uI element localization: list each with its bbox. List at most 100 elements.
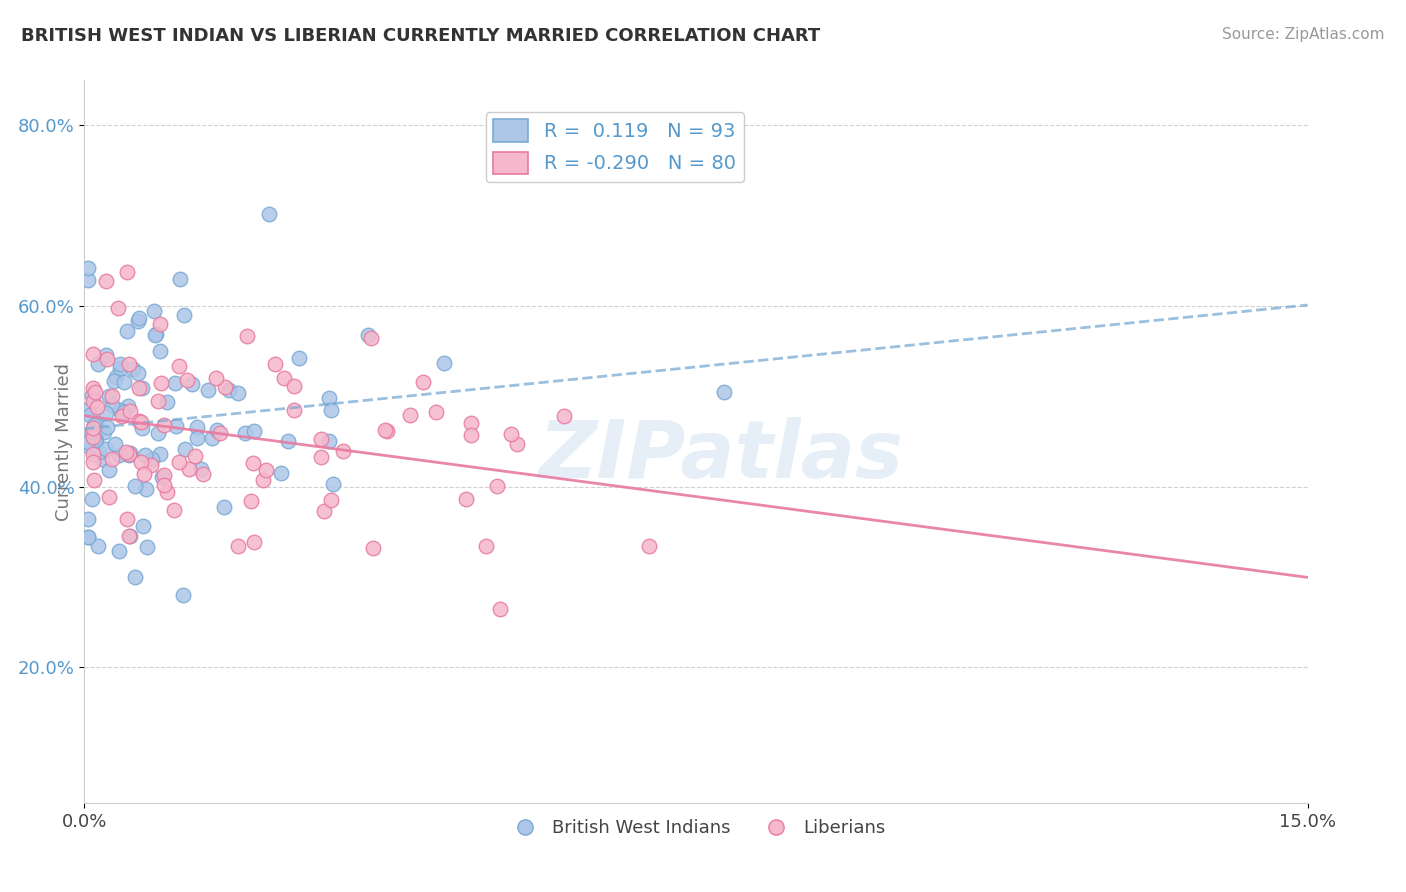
Point — [97, 463, 120, 477]
Point — [252, 473, 274, 487]
Point — [239, 494, 262, 508]
Point — [79, 440, 101, 454]
Point — [254, 463, 277, 477]
Point — [172, 588, 194, 602]
Point — [425, 405, 447, 419]
Point — [115, 265, 138, 279]
Point — [149, 447, 172, 461]
Point — [97, 389, 120, 403]
Point — [460, 417, 482, 431]
Point — [183, 449, 205, 463]
Point — [501, 426, 523, 441]
Point — [82, 346, 104, 360]
Point — [131, 421, 153, 435]
Point — [318, 391, 340, 405]
Point — [283, 403, 305, 417]
Point — [86, 400, 108, 414]
Point — [143, 304, 166, 318]
Point — [139, 458, 162, 472]
Point — [146, 393, 169, 408]
Point — [277, 434, 299, 448]
Point — [314, 504, 336, 518]
Point — [152, 468, 174, 483]
Point — [77, 273, 100, 287]
Point — [200, 431, 222, 445]
Point — [319, 493, 342, 508]
Point — [93, 425, 115, 439]
Point — [713, 384, 735, 399]
Point — [108, 403, 131, 417]
Point — [212, 500, 235, 515]
Point — [128, 380, 150, 394]
Point — [132, 467, 155, 482]
Point — [167, 454, 190, 468]
Point — [197, 383, 219, 397]
Point — [553, 409, 575, 423]
Point — [186, 431, 208, 445]
Point — [101, 398, 124, 412]
Point — [218, 383, 240, 397]
Point — [309, 450, 332, 464]
Point — [97, 490, 120, 504]
Point — [87, 539, 110, 553]
Point — [374, 423, 396, 437]
Point — [169, 272, 191, 286]
Point — [82, 446, 104, 460]
Point — [174, 442, 197, 456]
Point — [506, 437, 529, 451]
Point — [156, 394, 179, 409]
Point — [214, 380, 236, 394]
Point — [173, 308, 195, 322]
Point — [82, 421, 104, 435]
Point — [149, 317, 172, 331]
Point — [104, 437, 127, 451]
Text: Source: ZipAtlas.com: Source: ZipAtlas.com — [1222, 27, 1385, 42]
Point — [77, 512, 100, 526]
Point — [96, 351, 118, 366]
Point — [112, 405, 135, 419]
Point — [153, 417, 176, 432]
Point — [118, 446, 141, 460]
Point — [111, 409, 134, 423]
Point — [264, 357, 287, 371]
Point — [87, 357, 110, 371]
Point — [108, 448, 131, 462]
Point — [475, 539, 498, 553]
Point — [132, 518, 155, 533]
Point — [131, 381, 153, 395]
Point — [118, 447, 141, 461]
Point — [84, 417, 107, 431]
Point — [127, 314, 149, 328]
Point — [82, 388, 104, 402]
Point — [148, 426, 170, 441]
Point — [82, 381, 104, 395]
Point — [124, 569, 146, 583]
Point — [357, 328, 380, 343]
Point — [321, 476, 343, 491]
Point — [207, 423, 229, 437]
Point — [107, 301, 129, 315]
Point — [135, 482, 157, 496]
Point — [115, 512, 138, 526]
Point — [77, 401, 100, 416]
Point — [150, 469, 173, 483]
Point — [84, 434, 107, 448]
Point — [489, 602, 512, 616]
Point — [77, 530, 100, 544]
Point — [101, 389, 124, 403]
Point — [141, 452, 163, 467]
Point — [242, 457, 264, 471]
Point — [235, 425, 257, 440]
Point — [375, 424, 398, 438]
Point — [77, 530, 100, 544]
Point — [180, 376, 202, 391]
Point — [103, 374, 125, 388]
Point — [115, 445, 138, 459]
Point — [190, 462, 212, 476]
Point — [82, 491, 104, 506]
Point — [91, 452, 114, 467]
Point — [186, 420, 208, 434]
Point — [129, 415, 152, 429]
Point — [107, 544, 129, 558]
Point — [205, 370, 228, 384]
